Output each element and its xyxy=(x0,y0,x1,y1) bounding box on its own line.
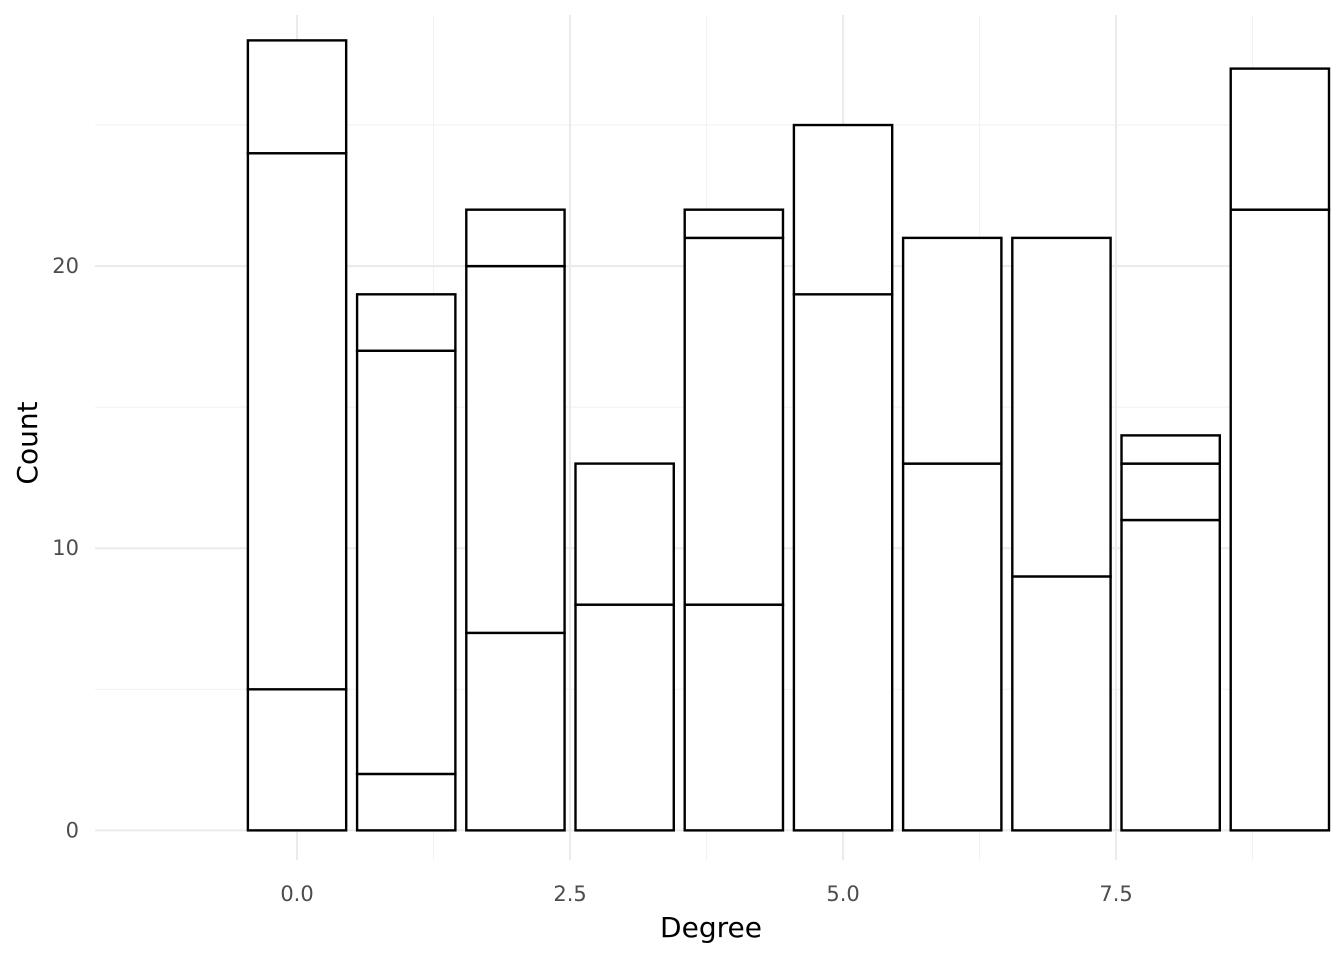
y-tick-label: 0 xyxy=(66,818,79,842)
bar-segment xyxy=(1229,67,1331,211)
tick-labels: 0 10 20 0.0 2.5 5.0 7.5 xyxy=(52,254,1132,906)
bar-segment xyxy=(246,688,348,832)
x-tick-label: 2.5 xyxy=(553,882,586,906)
x-tick-label: 7.5 xyxy=(1099,882,1132,906)
bar-segment xyxy=(355,772,457,832)
bar-segment xyxy=(355,349,457,776)
x-tick-label: 5.0 xyxy=(826,882,859,906)
bar-segment xyxy=(574,603,675,832)
bar-segment xyxy=(683,603,785,832)
bar-segment xyxy=(465,208,566,268)
bar-segment xyxy=(901,236,1003,465)
bar-segment xyxy=(355,293,457,352)
bar-segment xyxy=(792,293,894,832)
bar-segment xyxy=(246,152,348,691)
bar-segment xyxy=(465,264,566,635)
x-axis-title: Degree xyxy=(660,911,762,944)
y-tick-label: 20 xyxy=(52,254,79,278)
bar-segment xyxy=(1120,462,1221,522)
bar-segment xyxy=(1229,208,1331,832)
bar-segment xyxy=(792,123,894,296)
y-tick-label: 10 xyxy=(52,536,79,560)
bar-segment xyxy=(1011,575,1112,832)
bar-segment xyxy=(1120,434,1221,465)
bar-segment xyxy=(683,236,785,606)
bar-segment xyxy=(901,462,1003,832)
bar-segment xyxy=(465,631,566,832)
x-tick-label: 0.0 xyxy=(280,882,313,906)
bar-segment xyxy=(1120,518,1221,832)
bar-segment xyxy=(246,39,348,155)
y-axis-title: Count xyxy=(11,401,44,484)
bar-segment xyxy=(1011,236,1112,578)
bars xyxy=(246,39,1331,832)
bar-segment xyxy=(683,208,785,240)
bar-segment xyxy=(574,462,675,606)
